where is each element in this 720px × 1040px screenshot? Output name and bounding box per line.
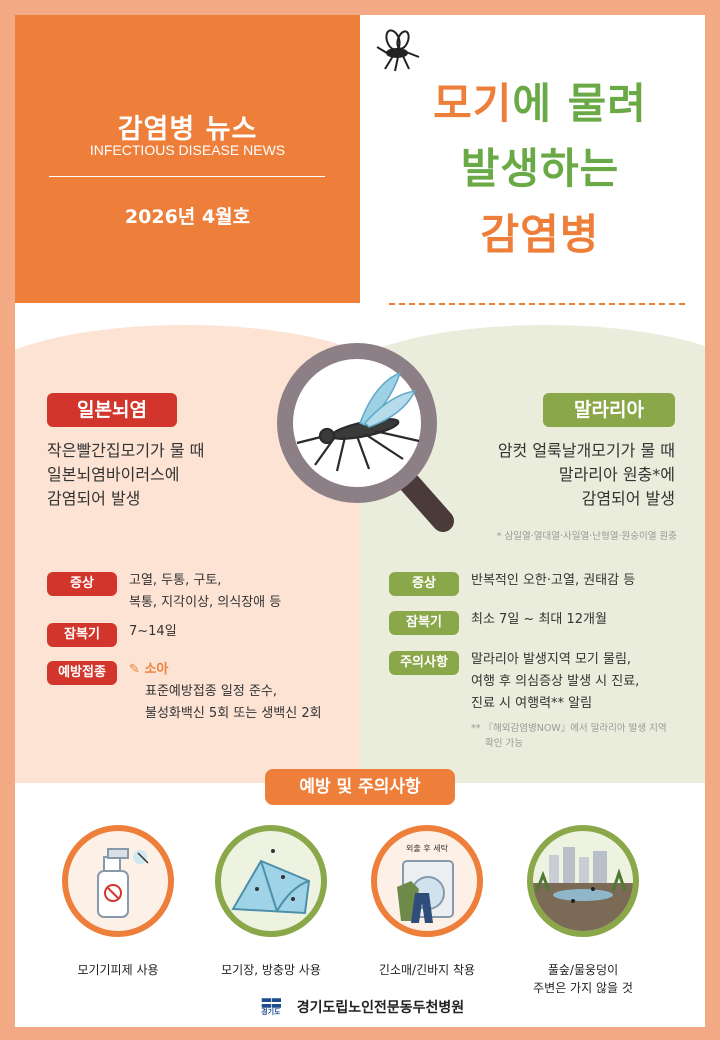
je-vaccine-target: 소아 (144, 662, 169, 677)
je-symptom-line: 복통, 지각이상, 의식장애 등 (129, 595, 282, 610)
logo-text: 경기도 (261, 1008, 281, 1016)
malaria-footnote: * 삼일열·열대열·사일열·난형열·원숭이열 원충 (496, 531, 677, 542)
malaria-caution-line: 여행 후 의심증상 발생 시 진료, (471, 674, 640, 689)
je-vaccine-text: ✎ 소아 표준예방접종 일정 준수, 불성화백신 5회 또는 생백신 2회 (129, 659, 359, 725)
headline-word-bitten: 에 물려 (512, 79, 647, 128)
news-subtitle: INFECTIOUS DISEASE NEWS (89, 142, 286, 158)
headline-line2: 발생하는 (460, 144, 620, 193)
je-vaccine-line: 표준예방접종 일정 준수, (145, 684, 277, 699)
caption-avoid-puddles: 풀숲/물웅덩이 주변은 가지 않을 것 (508, 961, 658, 997)
je-symptom-text: 고열, 두통, 구토, 복통, 지각이상, 의식장애 등 (129, 570, 359, 614)
malaria-footnote2: ** 『해외감염병NOW』에서 말라리아 발생 지역 확인 가능 (471, 721, 696, 751)
malaria-desc-line: 감염되어 발생 (581, 489, 675, 508)
malaria-footnote2-line: ** 『해외감염병NOW』에서 말라리아 발생 지역 (471, 723, 667, 734)
bush-puddle-icon (527, 825, 639, 937)
prevention-title: 예방 및 주의사항 (265, 769, 455, 805)
gyeonggi-logo: 〓〓 경기도 (260, 997, 282, 1016)
malaria-symptom-badge: 증상 (389, 572, 459, 596)
caption-line: 주변은 가지 않을 것 (533, 981, 633, 995)
malaria-symptom-text: 반복적인 오한·고열, 권태감 등 (471, 573, 636, 588)
malaria-desc-line: 말라리아 원충*에 (558, 465, 675, 484)
malaria-incubation-badge: 잠복기 (389, 611, 459, 635)
je-incubation-badge: 잠복기 (47, 623, 117, 647)
poster: 감염병 뉴스 INFECTIOUS DISEASE NEWS 2026년 4월호… (15, 15, 705, 1027)
je-description: 작은빨간집모기가 물 때 일본뇌염바이러스에 감염되어 발생 (47, 439, 347, 511)
mosquito-net-icon (215, 825, 327, 937)
dashed-divider (389, 303, 685, 305)
laundry-icon: 외출 후 세탁 (371, 825, 483, 937)
je-desc-line: 작은빨간집모기가 물 때 (47, 441, 205, 460)
mosquito-icon (376, 29, 420, 72)
je-incubation-text: 7~14일 (129, 624, 177, 639)
malaria-footnote2-line: 확인 가능 (485, 738, 523, 749)
hospital-name: 경기도립노인전문동두천병원 (296, 1000, 465, 1016)
je-desc-line: 감염되어 발생 (47, 489, 141, 508)
caption-line: 풀숲/물웅덩이 (547, 963, 619, 977)
malaria-desc-line: 암컷 얼룩날개모기가 물 때 (497, 441, 675, 460)
je-vaccine-line: 불성화백신 5회 또는 생백신 2회 (145, 706, 322, 721)
je-symptom-line: 고열, 두통, 구토, (129, 573, 222, 588)
malaria-caution-line: 말라리아 발생지역 모기 물림, (471, 652, 632, 667)
je-symptom-badge: 증상 (47, 572, 117, 596)
issue-date: 2026년 4월호 (124, 206, 251, 228)
malaria-incubation-text: 최소 7일 ~ 최대 12개월 (471, 612, 607, 627)
magnifier-mosquito-icon (277, 343, 454, 532)
caption-mosquito-net: 모기장, 방충망 사용 (221, 963, 321, 977)
headline-word-mosquito: 모기 (433, 79, 513, 128)
wash-after-outing-label: 외출 후 세탁 (406, 844, 448, 853)
caption-repellent: 모기기피제 사용 (77, 963, 159, 977)
malaria-title-badge: 말라리아 (543, 393, 675, 427)
malaria-description: 암컷 얼룩날개모기가 물 때 말라리아 원충*에 감염되어 발생 (375, 439, 675, 511)
headline-line3: 감염병 (480, 210, 600, 259)
je-vaccine-badge: 예방접종 (47, 661, 117, 685)
je-desc-line: 일본뇌염바이러스에 (47, 465, 180, 484)
caption-long-sleeves: 긴소매/긴바지 착용 (378, 963, 476, 977)
malaria-caution-badge: 주의사항 (389, 651, 459, 675)
header-box: 감염병 뉴스 INFECTIOUS DISEASE NEWS 2026년 4월호 (15, 15, 360, 303)
malaria-caution-line: 진료 시 여행력** 알림 (471, 696, 593, 711)
malaria-caution-text: 말라리아 발생지역 모기 물림, 여행 후 의심증상 발생 시 진료, 진료 시… (471, 649, 701, 715)
news-title: 감염병 뉴스 (117, 114, 258, 145)
divider (49, 176, 325, 177)
je-title-badge: 일본뇌염 (47, 393, 177, 427)
footer: 〓〓 경기도 경기도립노인전문동두천병원 (15, 997, 705, 1017)
repellent-icon (62, 825, 174, 937)
headline-line1: 모기에 물려 (375, 70, 705, 131)
syringe-icon: ✎ (129, 662, 140, 677)
